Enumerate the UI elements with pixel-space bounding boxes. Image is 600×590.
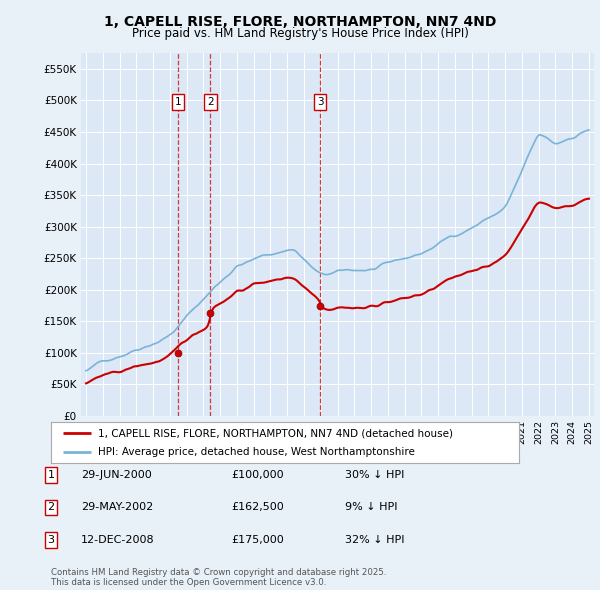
Text: 29-MAY-2002: 29-MAY-2002	[81, 503, 153, 512]
Text: 2: 2	[207, 97, 214, 107]
Text: 3: 3	[47, 535, 55, 545]
Text: 9% ↓ HPI: 9% ↓ HPI	[345, 503, 398, 512]
Text: 30% ↓ HPI: 30% ↓ HPI	[345, 470, 404, 480]
Text: £162,500: £162,500	[231, 503, 284, 512]
Text: £100,000: £100,000	[231, 470, 284, 480]
Text: 12-DEC-2008: 12-DEC-2008	[81, 535, 155, 545]
Text: 29-JUN-2000: 29-JUN-2000	[81, 470, 152, 480]
Text: 3: 3	[317, 97, 323, 107]
Text: HPI: Average price, detached house, West Northamptonshire: HPI: Average price, detached house, West…	[98, 447, 415, 457]
Text: 1: 1	[47, 470, 55, 480]
Text: 2: 2	[47, 503, 55, 512]
Text: 1, CAPELL RISE, FLORE, NORTHAMPTON, NN7 4ND (detached house): 1, CAPELL RISE, FLORE, NORTHAMPTON, NN7 …	[98, 428, 453, 438]
Text: 1: 1	[175, 97, 182, 107]
Text: 32% ↓ HPI: 32% ↓ HPI	[345, 535, 404, 545]
Text: Price paid vs. HM Land Registry's House Price Index (HPI): Price paid vs. HM Land Registry's House …	[131, 27, 469, 40]
Text: £175,000: £175,000	[231, 535, 284, 545]
Text: 1, CAPELL RISE, FLORE, NORTHAMPTON, NN7 4ND: 1, CAPELL RISE, FLORE, NORTHAMPTON, NN7 …	[104, 15, 496, 29]
Text: Contains HM Land Registry data © Crown copyright and database right 2025.
This d: Contains HM Land Registry data © Crown c…	[51, 568, 386, 587]
